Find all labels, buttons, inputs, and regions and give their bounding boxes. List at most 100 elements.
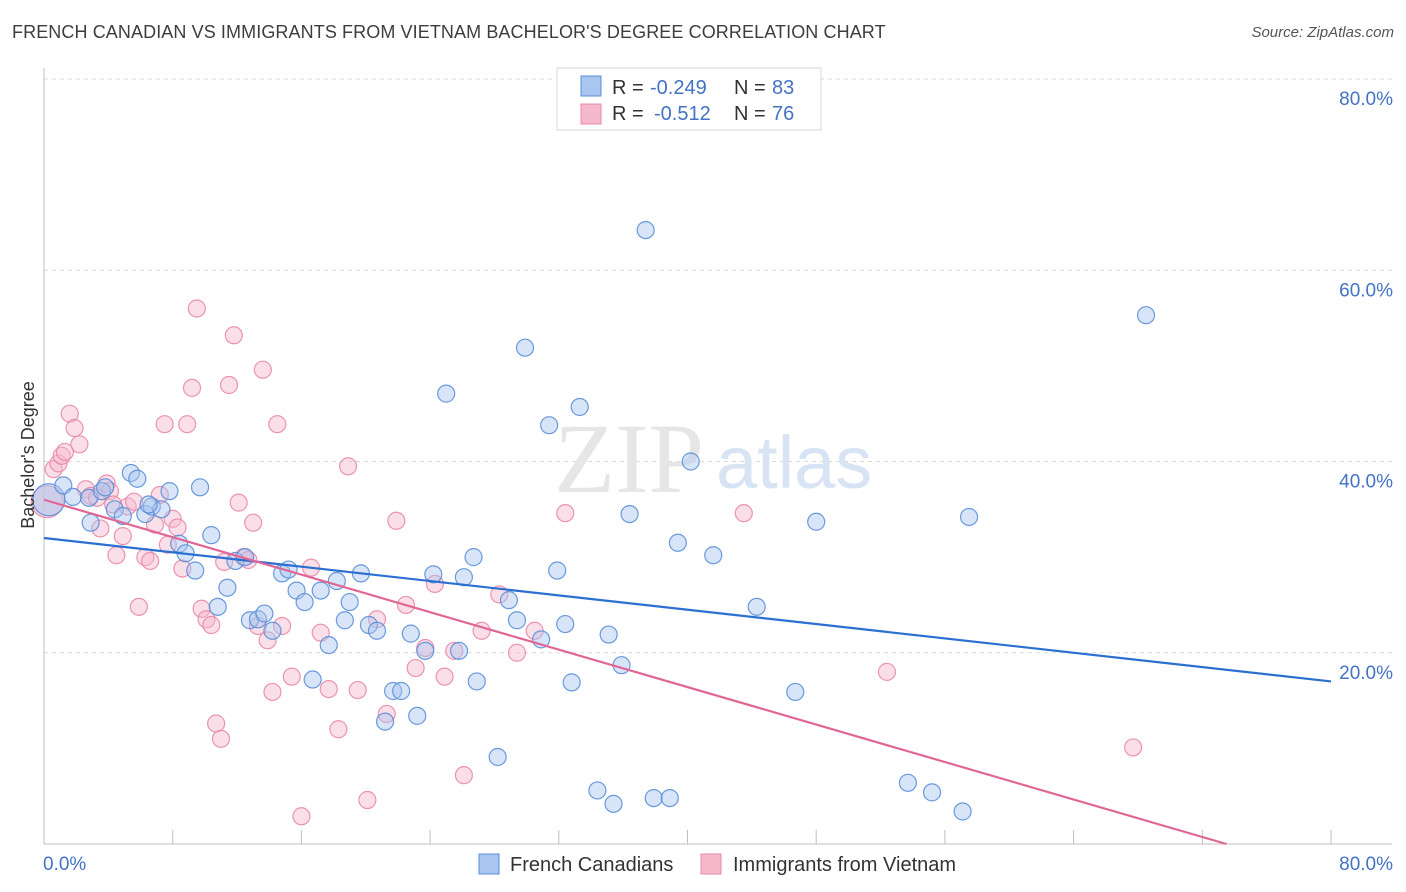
tick-labels: 20.0% 40.0% 60.0% 80.0% 0.0% 80.0% [43,89,1393,875]
blue-point [959,507,979,527]
trendlines [43,498,1332,846]
pink-point [178,415,197,434]
gridlines [44,78,1392,654]
blue-point [392,681,411,701]
pink-point [268,415,287,434]
pink-point [182,378,202,397]
legend-r-value-1: -0.249 [650,77,707,99]
legend-n-label-1: N = [734,77,766,99]
blue-point [1136,306,1156,325]
legend-r-value-2: -0.512 [654,103,711,125]
blue-point [160,482,179,501]
blue-point [588,781,607,800]
pink-point [272,616,292,636]
pink-point [91,519,110,538]
blue-point [335,611,354,630]
blue-point [599,625,618,644]
legend-n-value-2: 76 [772,103,794,125]
axes [43,68,1392,845]
watermark: ZIP atlas [554,403,872,514]
pink-point [319,679,338,699]
blue-point [424,565,443,584]
pink-point [507,643,527,662]
pink-point [60,404,79,423]
pink-point [387,511,406,530]
blue-point [367,621,387,640]
watermark-zip: ZIP [554,403,704,514]
pink-point [329,720,348,739]
blue-point [898,773,917,792]
blue-point [311,581,330,600]
correlation-legend: R = -0.249 N = 83 R = -0.512 N = 76 [556,67,822,131]
series-label-french-canadians: French Canadians [510,854,673,876]
legend-r-label-2: R = [612,103,644,125]
blue-point [515,338,535,357]
series-swatch-french-canadians [478,853,500,875]
blue-points [32,220,1156,821]
pink-point [107,546,126,565]
pink-point [338,457,358,476]
pink-point [454,766,473,785]
blue-point [540,416,559,435]
blue-point [128,469,147,488]
blue-point [488,747,507,767]
pink-trendline [43,498,1227,846]
blue-point [113,506,132,526]
blue-point [63,487,83,506]
pink-point [229,493,248,512]
pink-point [224,326,243,345]
pink-point [292,807,311,826]
pink-point [348,680,367,700]
pink-point [113,526,132,546]
pink-point [282,667,301,686]
blue-point [340,592,359,612]
blue-point [437,384,456,403]
pink-point [435,667,454,686]
blue-trendline [43,536,1332,683]
pink-point [219,375,239,395]
blue-point [636,220,655,240]
blue-point [449,641,469,660]
y-axis-label: Bachelor's Degree [18,381,38,529]
pink-point [207,714,226,733]
blue-point [644,788,663,808]
series-legend: French Canadians Immigrants from Vietnam [478,853,956,876]
blue-point [953,802,972,821]
blue-point [263,621,282,640]
pink-point [55,442,75,462]
pink-point [877,662,897,681]
blue-point [681,452,700,471]
pink-point [1124,738,1143,757]
pink-point [258,631,277,650]
pink-point [124,492,144,511]
pink-point [141,551,160,571]
blue-point [704,546,723,565]
blue-point [186,561,205,580]
y-tick-label-20: 20.0% [1339,663,1393,684]
pink-point [192,599,211,618]
blue-point [295,592,314,612]
x-tick-label-min: 0.0% [43,854,86,875]
blue-point [408,706,427,725]
pink-point [129,597,149,616]
source-label: Source: ZipAtlas.com [1251,24,1394,41]
pink-point [70,435,89,454]
blue-point [786,682,805,702]
blue-point [255,604,274,623]
blue-point [190,478,210,497]
blue-point [922,783,942,802]
blue-point [81,513,100,532]
pink-point [187,299,206,318]
blue-point [562,673,581,692]
blue-point [620,504,639,524]
blue-point [96,478,115,497]
blue-point [375,712,395,731]
blue-point [202,526,221,545]
blue-point [319,635,338,655]
pink-point [244,513,263,532]
pink-point [263,682,282,702]
blue-point [499,591,519,610]
series-label-vietnam: Immigrants from Vietnam [733,854,956,876]
pink-point [65,418,84,438]
